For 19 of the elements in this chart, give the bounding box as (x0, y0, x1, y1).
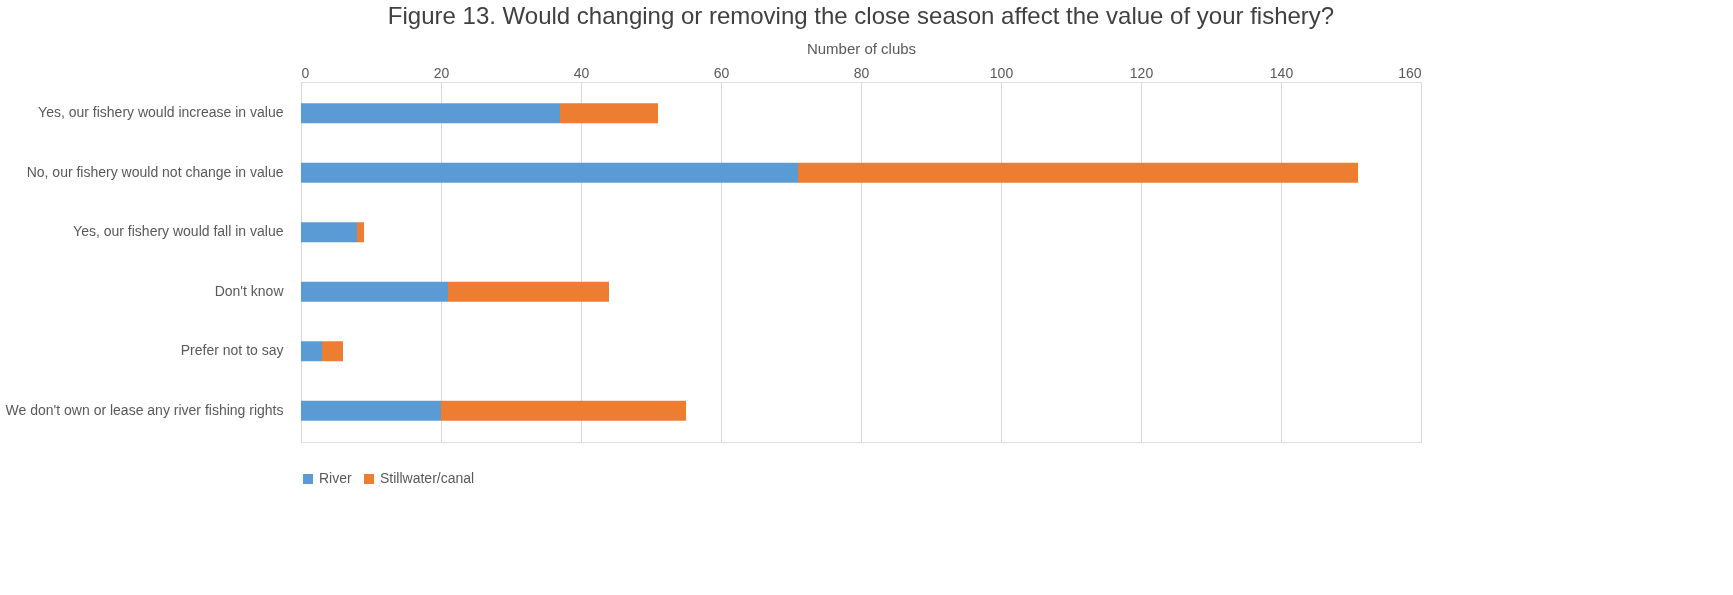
legend-label: River (319, 470, 353, 486)
x-tick-label: 100 (989, 64, 1014, 81)
y-tick-label: Yes, our fishery would fall in value (73, 223, 284, 240)
x-tick-label: 20 (433, 64, 450, 81)
x-tick-label: 0 (301, 64, 310, 81)
y-tick-label: Yes, our fishery would increase in value (38, 104, 284, 121)
legend-label: Stillwater/canal (380, 470, 475, 486)
x-tick-label: 80 (853, 64, 870, 81)
y-tick-label: Don't know (214, 282, 285, 299)
chart-title: Figure 13. Would changing or removing the close season affect the value of your fishery? (387, 2, 1335, 29)
y-tick-label: Prefer not to say (180, 342, 284, 359)
y-tick-label: We don't own or lease any river fishing rights (5, 401, 284, 418)
x-tick-label: 160 (1398, 64, 1422, 81)
x-axis-title: Number of clubs (806, 39, 917, 57)
x-tick-label: 120 (1129, 64, 1154, 81)
x-tick-label: 60 (713, 64, 730, 81)
y-tick-label: No, our fishery would not change in value (26, 163, 284, 180)
x-tick-label: 140 (1269, 64, 1294, 81)
x-tick-label: 40 (573, 64, 590, 81)
